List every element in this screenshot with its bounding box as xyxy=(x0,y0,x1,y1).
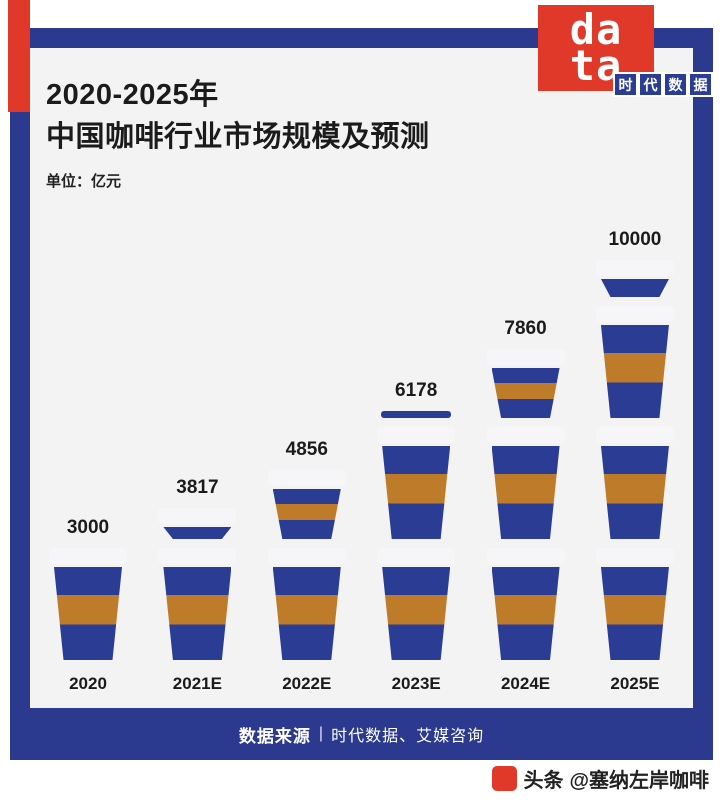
brand-char-tile: 据 xyxy=(688,72,713,97)
coffee-cup xyxy=(267,470,346,539)
source-separator: | xyxy=(318,725,324,742)
chart-column: 6178 2023E xyxy=(364,380,468,694)
coffee-cup xyxy=(595,548,674,660)
cup-lid xyxy=(486,349,565,365)
coffee-cup xyxy=(158,508,237,539)
cup-body xyxy=(272,567,341,660)
cup-lid xyxy=(595,260,674,276)
cup-body xyxy=(600,279,669,297)
toutiao-icon xyxy=(492,766,518,791)
page-title: 2020-2025年 中国咖啡行业市场规模及预测 xyxy=(46,74,679,158)
chart-column: 3000 2020 xyxy=(36,517,140,694)
source-text: 时代数据、艾媒咨询 xyxy=(331,728,485,745)
coffee-cup xyxy=(486,548,565,660)
cup-body xyxy=(272,489,341,539)
data-logo-icon: data xyxy=(538,5,654,91)
coffee-cup xyxy=(595,260,674,297)
title-line-1: 2020-2025年 xyxy=(46,79,219,111)
cup-lid xyxy=(158,548,237,564)
category-label: 2024E xyxy=(500,674,551,693)
chart-frame: 2020-2025年 中国咖啡行业市场规模及预测 单位：亿元 3000 2020 3… xyxy=(10,28,713,760)
coffee-cup xyxy=(377,548,456,660)
cup-stack xyxy=(49,548,127,660)
category-label: 2021E xyxy=(172,674,222,693)
cup-body xyxy=(163,567,232,660)
cup-lid xyxy=(595,306,674,322)
coffee-cup xyxy=(595,306,674,418)
credit-platform: 头条 xyxy=(523,770,564,792)
red-accent-bar xyxy=(8,0,30,112)
coffee-cup xyxy=(49,548,127,660)
title-line-2: 中国咖啡行业市场规模及预测 xyxy=(46,121,430,154)
cup-lid xyxy=(377,427,456,443)
coffee-cup xyxy=(595,427,674,539)
cup-lid xyxy=(595,427,674,443)
cup-stack xyxy=(486,349,565,660)
chart-column: 4856 2022E xyxy=(255,439,359,694)
cup-body xyxy=(491,567,560,660)
cup-lid xyxy=(267,470,346,486)
category-label: 2023E xyxy=(391,674,441,693)
cup-body xyxy=(54,567,122,660)
cup-lid xyxy=(486,548,565,564)
coffee-cup xyxy=(486,349,565,418)
coffee-cup-bar-chart: 3000 2020 3817 2021E 4856 2022E 6178 2023E 7860 2… xyxy=(36,229,687,694)
brand-logo: data 时代数据 xyxy=(538,5,713,97)
cup-body xyxy=(491,446,560,539)
category-label: 2025E xyxy=(610,674,660,693)
value-label: 7860 xyxy=(504,318,547,339)
value-label: 4856 xyxy=(285,439,328,460)
cup-lid xyxy=(595,548,674,564)
value-label: 10000 xyxy=(608,229,662,250)
value-label: 3817 xyxy=(176,477,219,498)
category-label: 2020 xyxy=(69,674,107,693)
coffee-cup xyxy=(158,548,237,660)
watermark-credit: 头条 @塞纳左岸咖啡 xyxy=(492,764,709,793)
chart-column: 10000 2025E xyxy=(583,229,687,694)
coffee-cup xyxy=(377,427,456,539)
brand-char-tile: 时 xyxy=(613,72,638,97)
cup-lid xyxy=(267,548,346,564)
brand-char-tile: 代 xyxy=(638,72,663,97)
cup-body xyxy=(163,527,232,539)
value-label: 6178 xyxy=(395,380,438,401)
cup-lid xyxy=(377,548,456,564)
category-label: 2022E xyxy=(282,674,332,693)
cup-body xyxy=(491,368,560,418)
cup-body xyxy=(600,567,669,660)
cup-body xyxy=(382,446,451,539)
cup-stack xyxy=(377,411,456,660)
cup-body xyxy=(600,325,669,418)
cup-lid xyxy=(486,427,565,443)
source-footer: 数据来源 | 时代数据、艾媒咨询 xyxy=(30,708,693,760)
chart-column: 7860 2024E xyxy=(474,318,578,694)
value-label: 3000 xyxy=(66,517,110,538)
unit-label: 单位：亿元 xyxy=(46,173,122,191)
chart-column: 3817 2021E xyxy=(145,477,249,694)
cup-body xyxy=(382,567,451,660)
brand-char-tile: 数 xyxy=(663,72,688,97)
brand-name: 时代数据 xyxy=(613,72,713,97)
coffee-cup xyxy=(486,427,565,539)
coffee-cup xyxy=(267,548,346,660)
cup-stack xyxy=(595,260,674,660)
data-logo-text: data xyxy=(569,5,623,90)
cup-lid xyxy=(49,548,127,564)
cup-lid xyxy=(158,508,237,524)
cup-stack xyxy=(158,508,237,660)
chart-content: 2020-2025年 中国咖啡行业市场规模及预测 单位：亿元 3000 2020 3… xyxy=(30,48,693,708)
coffee-cup xyxy=(381,411,452,418)
source-label: 数据来源 xyxy=(238,726,311,746)
credit-handle: @塞纳左岸咖啡 xyxy=(569,770,709,792)
cup-body xyxy=(600,446,669,539)
cup-stack xyxy=(267,470,346,660)
